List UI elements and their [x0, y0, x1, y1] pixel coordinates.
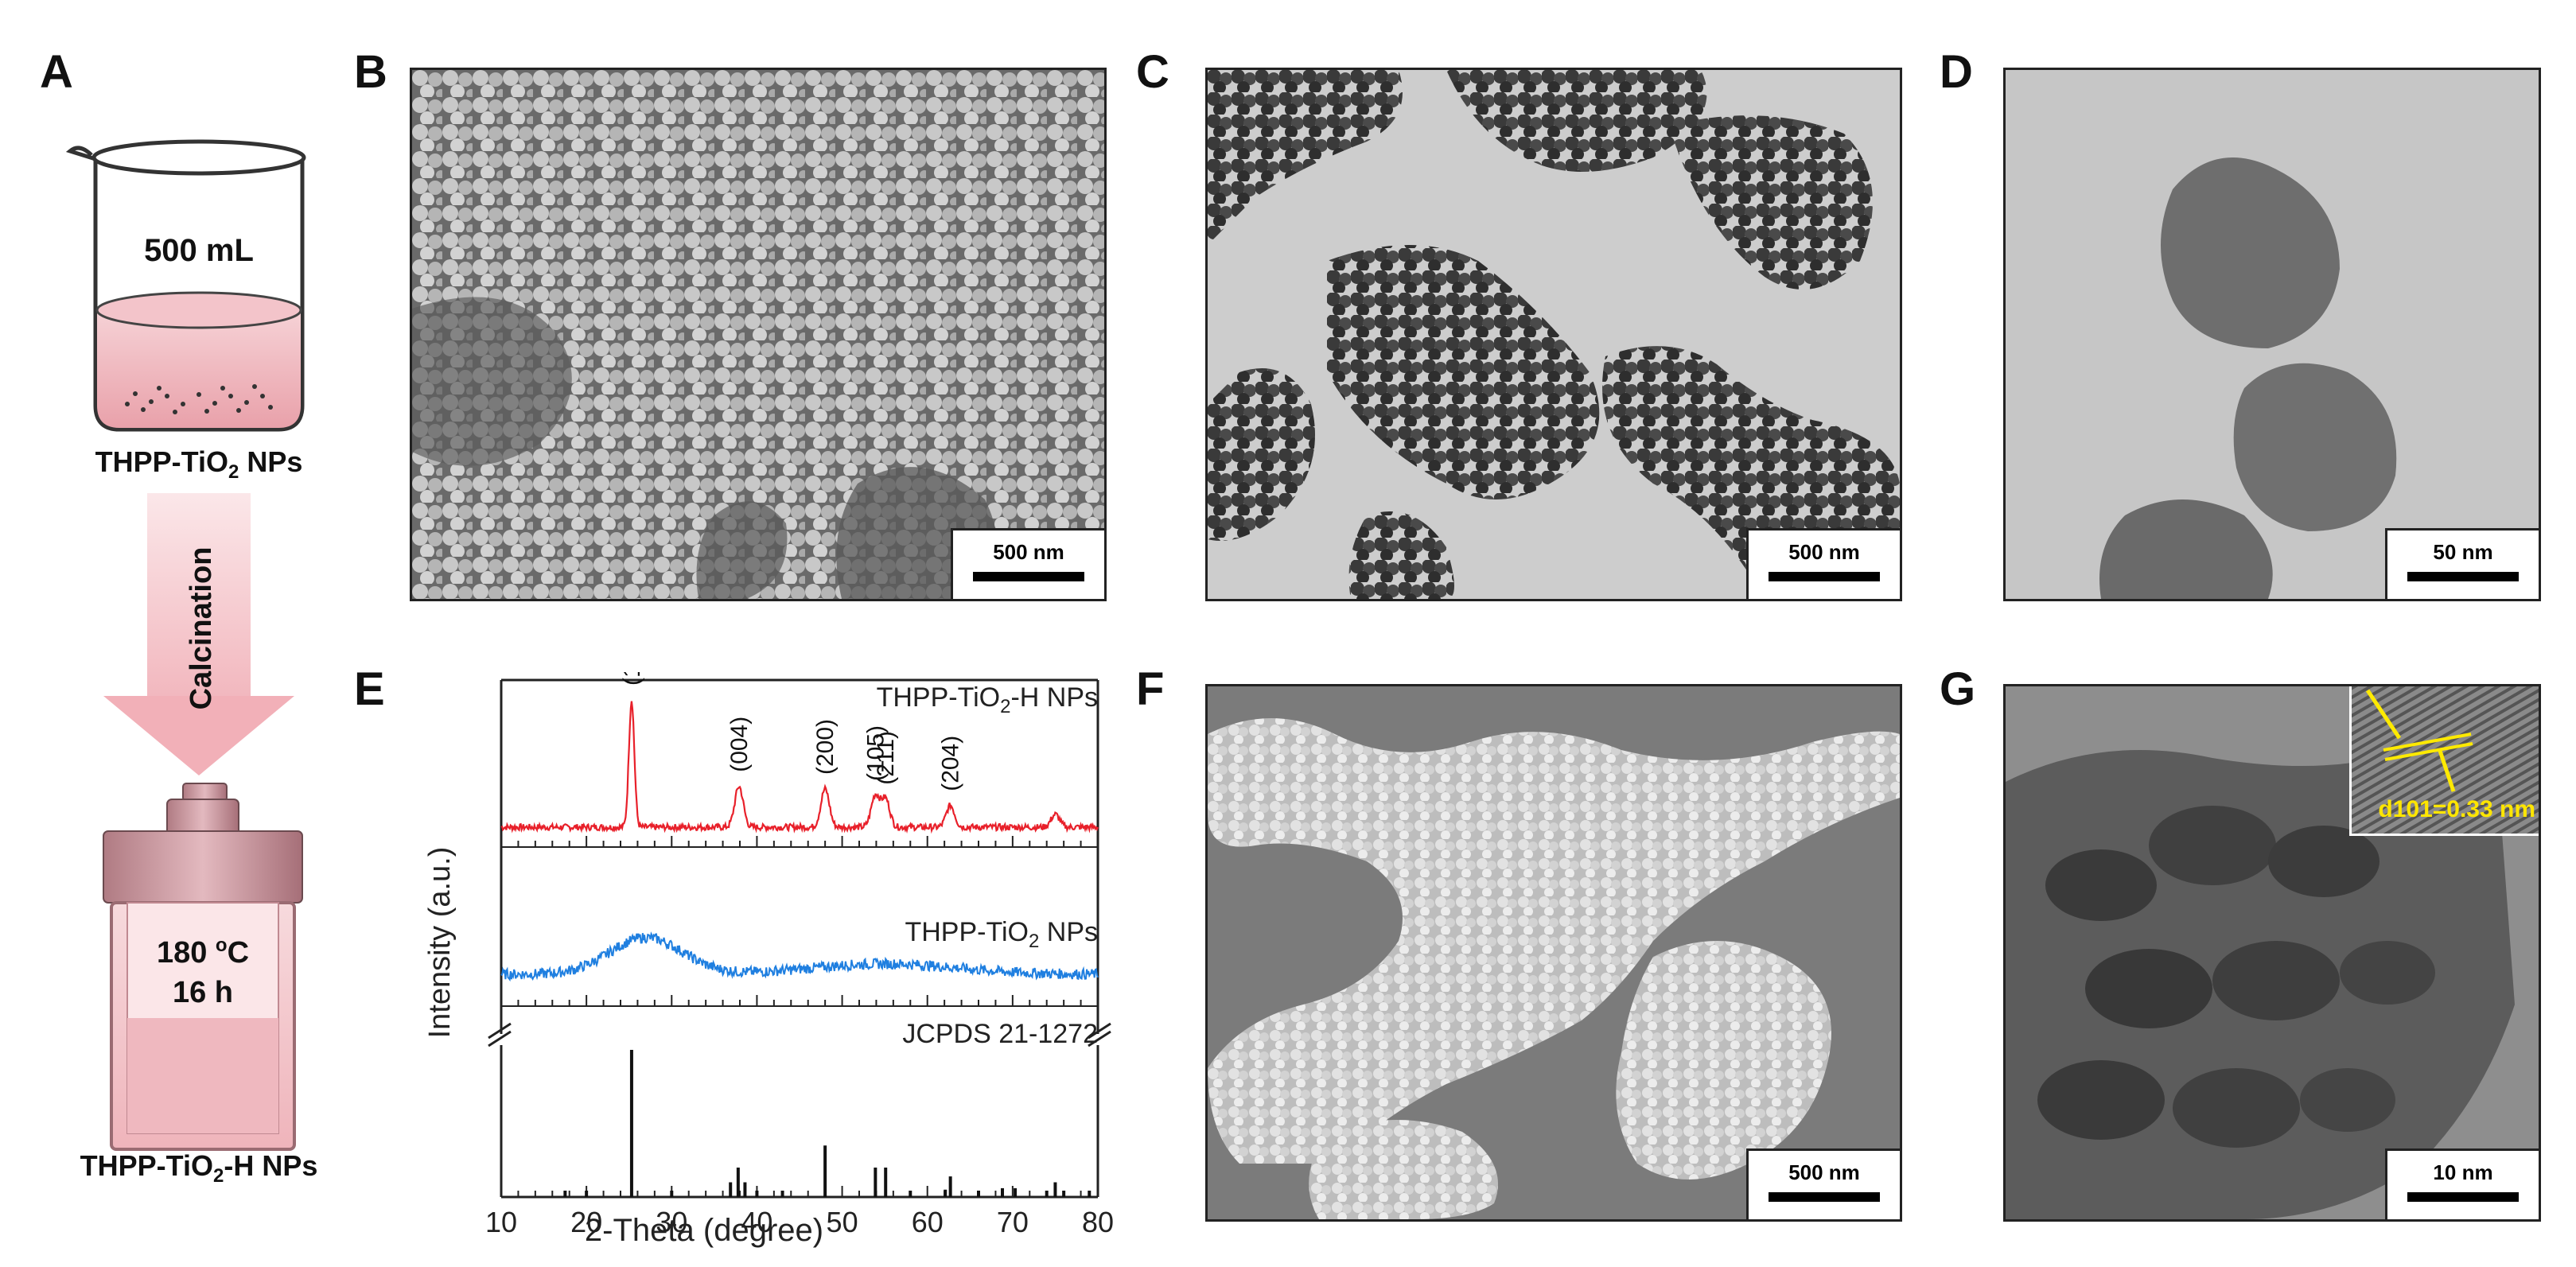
x-tick-label-70: 70: [997, 1206, 1029, 1238]
tem-image-d: 50 nm: [2003, 68, 2541, 601]
x-tick-label-20: 20: [570, 1206, 602, 1238]
panel-label-a: A: [40, 46, 73, 98]
reactor-time: 16 h: [173, 976, 233, 1009]
autoclave-icon: [103, 783, 303, 1151]
peak-label-4: (211): [873, 731, 899, 785]
tem-image-c: 500 nm: [1205, 68, 1902, 601]
panel-label-f: F: [1136, 663, 1165, 715]
legend-series-2: THPP-TiO2 NPs: [905, 917, 1098, 952]
axis-break-right: [1088, 1030, 1111, 1047]
scale-bar-g: 10 nm: [2385, 1148, 2539, 1219]
beaker-caption: THPP-TiO2 NPs: [95, 445, 303, 483]
panel-label-g: G: [1940, 663, 1976, 715]
reactor-caption: THPP-TiO2-H NPs: [80, 1149, 318, 1185]
panel-label-d: D: [1940, 46, 1973, 98]
scale-bar-f: 500 nm: [1746, 1148, 1900, 1219]
x-tick-label-50: 50: [827, 1206, 858, 1238]
legend-reference: JCPDS 21-1272: [902, 1019, 1098, 1049]
x-tick-label-10: 10: [485, 1206, 517, 1238]
sem-image-f: 500 nm: [1205, 684, 1902, 1222]
reactor-temperature: 180 oC: [157, 935, 249, 970]
calcination-arrow: [103, 493, 294, 775]
x-tick-label-40: 40: [741, 1206, 772, 1238]
legend-series-1: THPP-TiO2-H NPs: [877, 682, 1098, 717]
scale-bar-d: 50 nm: [2385, 528, 2539, 599]
lattice-spacing-label: d101=0.33 nm: [2378, 796, 2535, 822]
hrtem-inset: d101=0.33 nm: [2349, 686, 2539, 836]
series-thpp-tio2: [500, 931, 1099, 982]
peak-label-5: (204): [938, 736, 964, 791]
beaker-volume-label: 500 mL: [144, 233, 254, 268]
series-thpp-tio2-h: [500, 701, 1099, 834]
scale-bar-b: 500 nm: [951, 528, 1104, 599]
sem-image-b: 500 nm: [410, 68, 1107, 601]
x-tick-label-60: 60: [912, 1206, 944, 1238]
panel-label-e: E: [354, 663, 385, 715]
peak-label-3: (105): [862, 725, 889, 781]
y-axis-label: Intensity (a.u.): [423, 847, 457, 1039]
peak-label-1: (004): [726, 717, 753, 772]
x-tick-label-80: 80: [1082, 1206, 1114, 1238]
xrd-chart: 10 20 30 40 50 60 70 80 (101) (004) (200) (105)(211…: [423, 672, 1114, 1248]
peak-label-2: (200): [812, 719, 839, 775]
peak-label-0: (101): [619, 672, 645, 686]
panel-label-c: C: [1136, 46, 1169, 98]
hrtem-image-g: d101=0.33 nm 10 nm: [2003, 684, 2541, 1222]
x-tick-label-30: 30: [656, 1206, 687, 1238]
axis-break-left: [488, 1030, 512, 1047]
panel-label-b: B: [354, 46, 387, 98]
beaker-icon: [65, 139, 306, 432]
synthesis-scheme: 500 mL THPP-TiO2 NPs Calcination 180 oC …: [65, 139, 318, 1185]
x-axis-label: 2-Theta (degree): [585, 1213, 823, 1248]
scale-bar-c: 500 nm: [1746, 528, 1900, 599]
calcination-label: Calcination: [185, 547, 218, 710]
